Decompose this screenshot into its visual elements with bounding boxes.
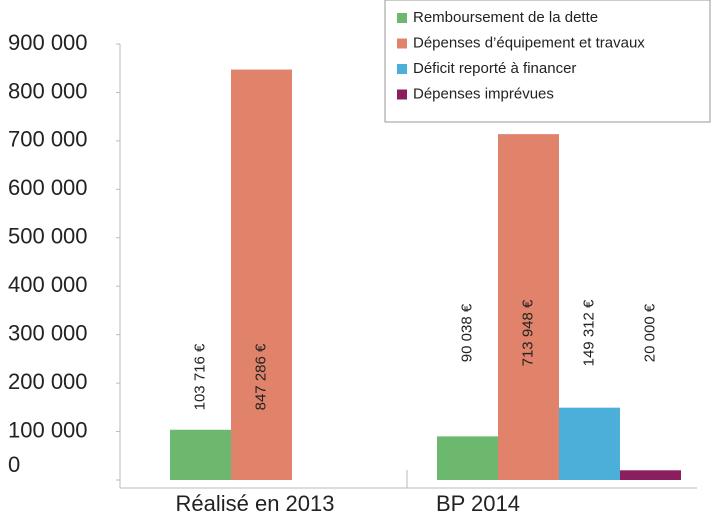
legend-label: Déficit reporté à financer	[413, 60, 576, 77]
x-tick-label: Réalisé en 2013	[175, 491, 334, 516]
value-label: 90 038 €	[458, 303, 475, 362]
y-tick-label: 100 000	[8, 417, 88, 442]
value-label: 713 948 €	[519, 299, 536, 366]
y-tick-label: 300 000	[8, 320, 88, 345]
bar	[231, 69, 292, 481]
bar	[170, 429, 231, 480]
bar	[498, 134, 559, 481]
legend-label: Dépenses d’équipement et travaux	[413, 34, 645, 51]
value-label: 103 716 €	[191, 343, 208, 410]
legend-label: Remboursement de la dette	[413, 9, 598, 26]
bar	[437, 436, 498, 480]
bar	[559, 407, 620, 480]
bar	[620, 470, 681, 480]
legend-swatch	[397, 13, 407, 23]
y-tick-label: 200 000	[8, 369, 88, 394]
legend-swatch	[397, 64, 407, 74]
y-tick-label: 900 000	[8, 30, 88, 55]
y-tick-label: 700 000	[8, 127, 88, 152]
x-tick-label: BP 2014	[436, 491, 520, 516]
legend-box	[384, 0, 711, 123]
value-label: 847 286 €	[252, 343, 269, 410]
value-label: 20 000 €	[641, 303, 658, 362]
value-label: 149 312 €	[580, 299, 597, 366]
y-tick-label: 0	[8, 452, 20, 477]
legend-label: Dépenses imprévues	[413, 85, 554, 102]
y-tick-label: 500 000	[8, 224, 88, 249]
legend-swatch	[397, 89, 407, 100]
y-tick-label: 800 000	[8, 78, 88, 103]
y-tick-label: 600 000	[8, 175, 88, 200]
y-tick-label: 400 000	[8, 272, 88, 297]
legend-swatch	[397, 38, 407, 49]
